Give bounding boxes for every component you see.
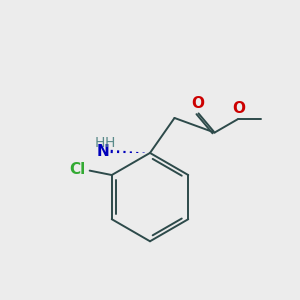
Text: H: H	[105, 136, 116, 150]
Text: O: O	[191, 96, 204, 111]
Text: H: H	[94, 136, 104, 150]
Text: Cl: Cl	[69, 162, 85, 177]
Text: N: N	[97, 144, 110, 159]
Text: O: O	[232, 101, 245, 116]
